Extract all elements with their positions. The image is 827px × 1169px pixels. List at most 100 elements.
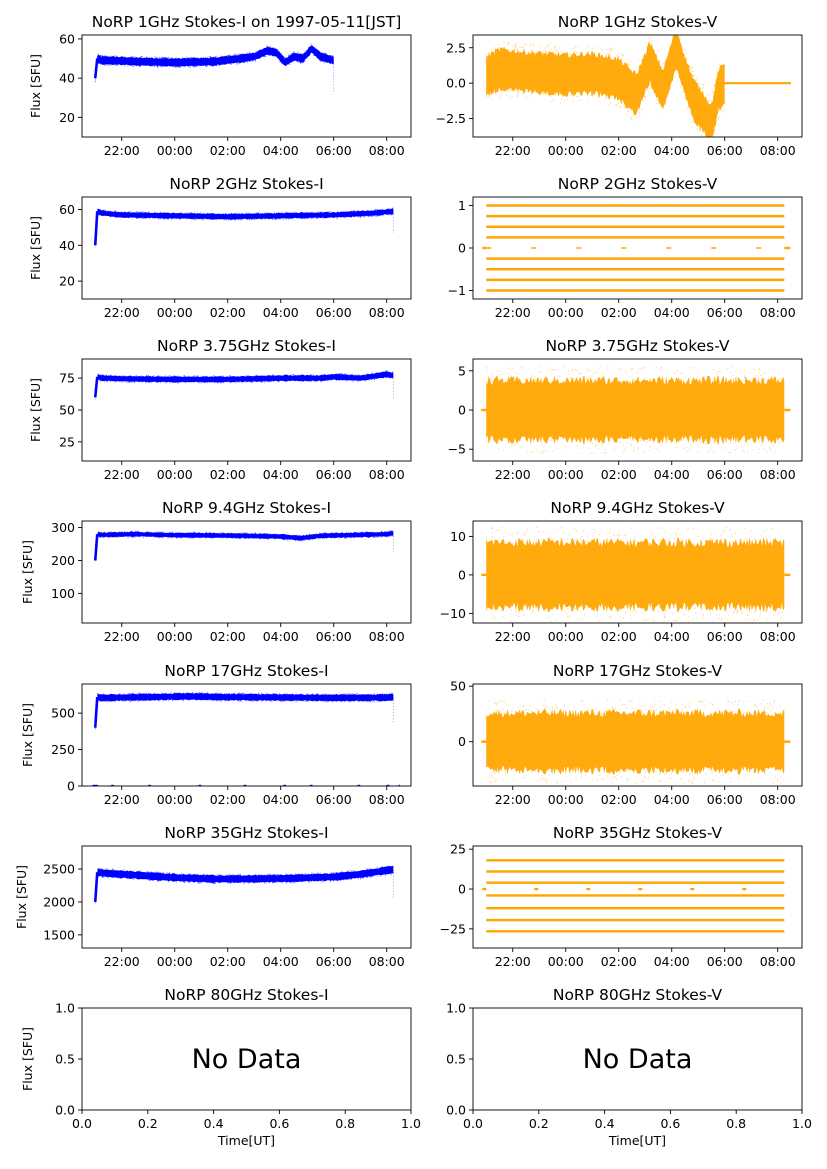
data-point: [604, 89, 606, 92]
data-point: [685, 427, 687, 429]
y-tick-label: 2.5: [446, 40, 466, 55]
data-point: [320, 55, 322, 57]
data-point: [357, 376, 359, 378]
data-point: [160, 66, 163, 68]
data-point: [165, 213, 167, 215]
data-point: [166, 381, 168, 383]
data-point: [159, 63, 161, 65]
data-point: [648, 89, 650, 91]
data-point: [592, 47, 594, 49]
data-point: [200, 62, 202, 64]
data-point: [713, 368, 715, 371]
data-point: [768, 418, 771, 420]
data-point: [510, 59, 512, 61]
data-point: [209, 63, 211, 65]
data-point: [649, 44, 651, 46]
data-point: [229, 214, 231, 216]
data-point: [301, 374, 303, 376]
data-point: [660, 98, 662, 100]
data-point: [302, 535, 304, 537]
data-point: [529, 43, 532, 45]
data-point: [606, 405, 608, 407]
data-point: [184, 376, 186, 379]
data-point: [320, 60, 322, 63]
data-point: [98, 209, 100, 211]
data-point: [745, 400, 747, 402]
data-point: [595, 387, 597, 389]
data-point: [345, 379, 348, 381]
data-point: [582, 89, 584, 92]
data-point: [255, 377, 257, 379]
data-point: [286, 378, 289, 380]
data-point: [210, 56, 212, 59]
data-point: [198, 59, 201, 61]
data-point: [694, 412, 696, 414]
data-point: [151, 215, 153, 217]
data-band: [95, 45, 334, 83]
data-point: [227, 55, 229, 57]
data-point: [322, 215, 324, 217]
data-point: [144, 211, 147, 213]
data-point: [326, 376, 328, 378]
data-point: [700, 204, 702, 207]
data-point: [182, 58, 184, 60]
data-point: [714, 409, 716, 411]
data-point: [638, 59, 640, 61]
data-point: [542, 421, 544, 424]
data-point: [578, 452, 580, 454]
data-point: [565, 446, 567, 448]
data-point: [772, 438, 774, 440]
data-point: [134, 376, 137, 378]
data-point: [599, 366, 601, 368]
data-point: [168, 212, 170, 214]
data-point: [509, 398, 511, 400]
data-point: [654, 204, 656, 207]
data-point: [315, 214, 317, 216]
data-point: [253, 216, 255, 218]
data-point: [507, 42, 509, 44]
data-point: [684, 90, 686, 92]
data-point: [210, 217, 212, 219]
data-point: [167, 216, 169, 219]
data-point: [353, 214, 355, 216]
data-point: [186, 218, 188, 220]
data-point: [193, 57, 195, 59]
data-point: [691, 433, 693, 436]
data-point: [542, 93, 544, 95]
data-point: [112, 378, 114, 380]
y-axis-label: Flux [SFU]: [28, 54, 43, 118]
data-point: [230, 219, 232, 221]
data-point: [108, 377, 110, 379]
data-point: [234, 58, 236, 60]
data-point: [226, 59, 228, 62]
data-point: [253, 215, 255, 217]
data-point: [604, 62, 607, 64]
data-point: [589, 204, 592, 207]
data-point: [120, 211, 122, 213]
data-point: [131, 531, 133, 533]
data-point: [504, 57, 507, 59]
data-point: [117, 377, 119, 380]
data-point: [311, 374, 313, 376]
data-point: [529, 86, 531, 88]
data-point: [148, 60, 150, 62]
data-point: [526, 397, 528, 399]
data-point: [719, 380, 721, 383]
data-point: [295, 58, 297, 60]
data-point: [570, 94, 572, 96]
data-point: [236, 537, 238, 539]
x-tick-label: 06:00: [707, 143, 743, 158]
data-point: [613, 450, 615, 452]
data-point: [646, 66, 649, 68]
data-point: [281, 59, 283, 62]
x-tick-label: 08:00: [369, 467, 405, 482]
data-point: [247, 214, 249, 216]
y-tick-label: 0: [458, 241, 466, 256]
data-point: [572, 87, 575, 89]
data-point: [643, 90, 645, 93]
data-point: [113, 379, 115, 381]
data-point: [203, 381, 205, 383]
data-point: [269, 54, 271, 57]
data-point: [118, 212, 120, 214]
data-point: [292, 377, 294, 379]
